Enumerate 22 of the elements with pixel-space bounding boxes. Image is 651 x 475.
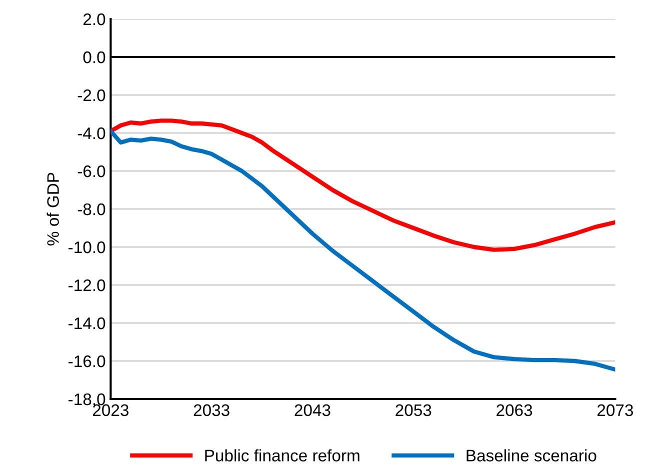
y-tick-label: -2.0 [78,89,106,102]
y-tick-label: -16.0 [68,355,106,368]
x-tick-label: 2033 [194,404,230,416]
x-tick-label: 2043 [294,404,330,416]
y-tick-label: -12.0 [68,279,106,292]
y-tick-label: -10.0 [68,241,106,254]
y-tick-label: 0.0 [83,51,106,64]
y-tick-label: -18.0 [68,393,106,406]
y-axis-title: % of GDP [46,172,59,246]
line-series [110,129,616,372]
legend-label: Baseline scenario [466,449,596,462]
x-tick-label: 2073 [597,404,634,416]
legend-label: Public finance reform [205,449,360,462]
y-tick-label: -8.0 [78,203,106,216]
x-tick-label: 2023 [92,404,128,416]
line-series [110,118,616,252]
y-tick-label: 2.0 [83,13,106,26]
x-tick-label: 2053 [396,404,432,416]
y-tick-label: -4.0 [78,127,106,140]
y-tick-label: -6.0 [78,165,106,178]
x-tick-label: 2063 [496,404,532,416]
y-tick-label: -14.0 [68,317,106,330]
